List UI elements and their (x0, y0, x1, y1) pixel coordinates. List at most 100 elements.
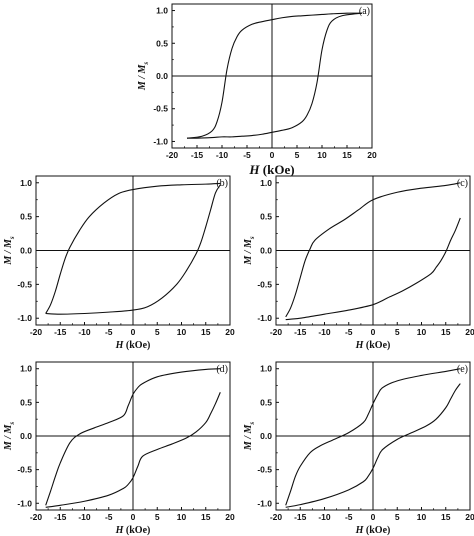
panel-letter: (c) (457, 178, 468, 189)
y-axis-label-subscript: s (8, 422, 16, 426)
y-tick-label: -0.5 (257, 279, 272, 289)
hysteresis-branch-descending (45, 182, 221, 314)
y-axis-label: M / Ms (243, 422, 256, 452)
x-axis-label-unit: (kOe) (123, 340, 150, 351)
x-tick-label: 10 (417, 327, 427, 337)
hysteresis-branch-ascending (45, 184, 221, 315)
y-axis-label: M / Ms (243, 236, 256, 266)
x-axis-label-symbol: H (355, 525, 365, 536)
x-tick-label: 20 (225, 512, 235, 522)
hysteresis-branch-ascending (285, 217, 461, 321)
y-axis-label-subscript: s (8, 236, 16, 240)
hysteresis-branch-descending (186, 12, 363, 139)
x-tick-label: 0 (270, 150, 275, 160)
x-axis-label: H (kOe) (355, 525, 391, 536)
y-tick-label: -1.0 (17, 313, 32, 323)
x-tick-label: 5 (295, 150, 300, 160)
y-tick-label: -1.0 (17, 498, 32, 508)
y-tick-label: 0.0 (20, 431, 32, 441)
y-tick-label: 0.5 (156, 38, 168, 48)
y-tick-label: 0.0 (260, 431, 272, 441)
y-tick-label: -0.5 (17, 279, 32, 289)
x-tick-label: -15 (191, 150, 204, 160)
x-tick-label: 10 (317, 150, 327, 160)
x-tick-label: -15 (54, 327, 67, 337)
x-tick-label: -20 (270, 512, 283, 522)
x-tick-label: -10 (78, 512, 91, 522)
x-axis-label-symbol: H (115, 525, 125, 536)
x-tick-label: -5 (243, 150, 251, 160)
y-tick-label: -1.0 (257, 498, 272, 508)
x-tick-label: -5 (345, 512, 353, 522)
x-tick-label: 20 (465, 512, 474, 522)
x-tick-label: -5 (345, 327, 353, 337)
y-axis-label: M / Ms (3, 422, 16, 452)
x-tick-label: 5 (395, 512, 400, 522)
y-tick-label: -1.0 (153, 136, 168, 146)
y-axis-label-main: M / M (3, 423, 14, 451)
panel-letter: (b) (216, 178, 228, 189)
x-axis-label-symbol: H (115, 340, 125, 351)
panel-letter: (e) (457, 364, 468, 375)
panel-b: -20 -15 -10 -5 0 5 10 15 20 -1.0 -0.5 0.0 0.5 1.0 (b) H… (3, 175, 235, 351)
y-axis-label-main: M / M (243, 423, 254, 451)
y-tick-label: -0.5 (17, 465, 32, 475)
y-axis-label-main: M / M (243, 238, 254, 266)
y-axis-label: M / Ms (3, 236, 16, 266)
x-axis-label-unit: (kOe) (260, 162, 295, 177)
y-tick-label: 0.0 (260, 246, 272, 256)
y-tick-label: 1.0 (156, 6, 168, 16)
x-axis-label: H (kOe) (248, 162, 294, 177)
x-tick-label: -15 (294, 327, 307, 337)
x-axis-label-unit: (kOe) (123, 525, 150, 536)
hysteresis-branch-descending (285, 368, 461, 506)
y-tick-label: -0.5 (153, 104, 168, 114)
x-tick-label: -10 (318, 327, 331, 337)
x-tick-label: -5 (105, 327, 113, 337)
x-axis-label-symbol: H (248, 162, 260, 177)
y-tick-label: 0.5 (20, 212, 32, 222)
x-tick-label: -10 (78, 327, 91, 337)
panel-e: -20 -15 -10 -5 0 5 10 15 20 -1.0 -0.5 0.0 0.5 1.0 (e) H… (243, 361, 474, 536)
x-tick-label: 15 (342, 150, 352, 160)
y-tick-label: -1.0 (257, 313, 272, 323)
x-tick-label: 10 (177, 327, 187, 337)
hysteresis-branch-ascending (45, 392, 221, 508)
y-tick-label: 0.0 (20, 246, 32, 256)
y-axis-label-main: M / M (137, 63, 148, 91)
y-tick-label: 1.0 (260, 178, 272, 188)
x-tick-label: 5 (395, 327, 400, 337)
x-axis-label: H (kOe) (115, 340, 151, 351)
panel-d: -20 -15 -10 -5 0 5 10 15 20 -1.0 -0.5 0.0 0.5 1.0 (d) H… (3, 361, 235, 536)
x-tick-label: -20 (30, 512, 43, 522)
y-tick-label: 0.5 (260, 212, 272, 222)
x-tick-label: -20 (270, 327, 283, 337)
panel-c: -20 -15 -10 -5 0 5 10 15 20 -1.0 -0.5 0.0 0.5 1.0 (c) H… (243, 175, 474, 351)
x-tick-label: -5 (105, 512, 113, 522)
x-tick-label: 20 (465, 327, 474, 337)
y-tick-label: 1.0 (20, 178, 32, 188)
y-tick-label: 0.5 (260, 397, 272, 407)
hysteresis-branch-descending (285, 182, 461, 318)
x-tick-label: -20 (30, 327, 43, 337)
x-tick-label: -15 (54, 512, 67, 522)
y-tick-label: 0.5 (20, 397, 32, 407)
x-tick-label: 20 (367, 150, 377, 160)
x-tick-label: 0 (371, 512, 376, 522)
y-axis-label-subscript: s (248, 236, 256, 240)
panel-a: -20 -15 -10 -5 0 5 10 15 20 -1.0 -0.5 0.0 0.5 1.0 (a) H… (137, 3, 377, 177)
hysteresis-branch-ascending (186, 12, 363, 139)
x-tick-label: 5 (155, 327, 160, 337)
y-tick-label: 1.0 (260, 364, 272, 374)
hysteresis-branch-descending (45, 368, 221, 506)
x-tick-label: -15 (294, 512, 307, 522)
x-tick-label: 15 (441, 512, 451, 522)
x-tick-label: 0 (131, 327, 136, 337)
x-tick-label: 10 (177, 512, 187, 522)
x-axis-label: H (kOe) (355, 340, 391, 351)
x-tick-label: 15 (441, 327, 451, 337)
x-axis-label-unit: (kOe) (363, 525, 390, 536)
x-tick-label: -10 (318, 512, 331, 522)
y-tick-label: 1.0 (20, 364, 32, 374)
